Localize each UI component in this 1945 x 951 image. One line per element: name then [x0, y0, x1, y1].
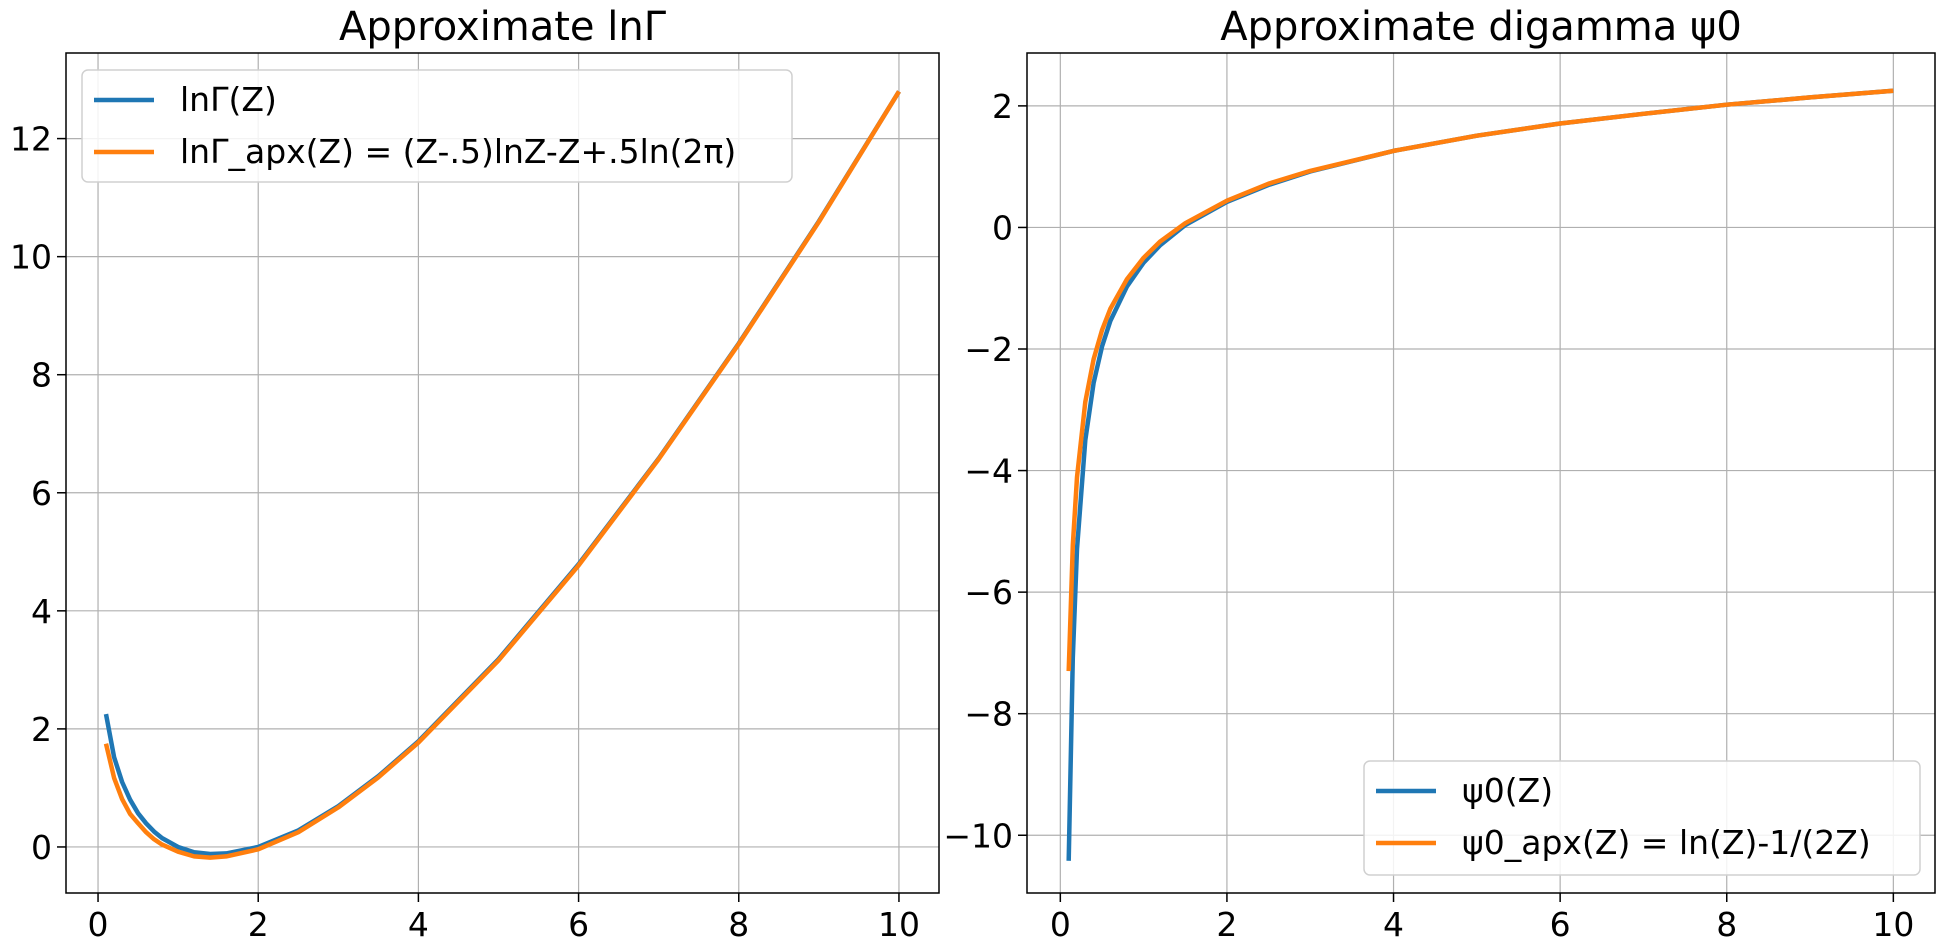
- y-tick-label: 8: [31, 356, 52, 395]
- series-line-2: [1066, 88, 1894, 672]
- x-tick-label: 0: [1050, 905, 1071, 944]
- legend-box: [81, 69, 793, 183]
- y-tick-label: −10: [943, 816, 1013, 855]
- y-tick-label: 4: [31, 592, 52, 631]
- y-tick-label: 2: [31, 710, 52, 749]
- y-tick-label: −6: [964, 573, 1013, 612]
- y-tick-label: −4: [964, 452, 1013, 491]
- y-tick-label: 0: [992, 208, 1013, 247]
- series-line-2: [103, 90, 901, 860]
- x-tick-label: 2: [1216, 905, 1237, 944]
- x-tick-label: 8: [728, 905, 749, 944]
- x-tick-label: 6: [568, 905, 589, 944]
- y-tick-label: −2: [964, 330, 1013, 369]
- legend-box: [1363, 760, 1921, 876]
- y-tick-label: 10: [10, 238, 52, 277]
- axes-frame: [65, 52, 940, 894]
- x-tick-label: 0: [88, 905, 109, 944]
- x-tick-label: 10: [878, 905, 920, 944]
- x-tick-label: 4: [1383, 905, 1404, 944]
- chart-title: Approximate lnΓ: [339, 4, 667, 50]
- x-tick-label: 8: [1716, 905, 1737, 944]
- axes-frame: [1026, 52, 1936, 894]
- chart-title: Approximate digamma ψ0: [1220, 4, 1742, 50]
- y-tick-label: 0: [31, 828, 52, 867]
- x-tick-label: 10: [1872, 905, 1914, 944]
- series-line-1: [103, 90, 901, 857]
- x-tick-label: 4: [408, 905, 429, 944]
- legend-label-2: ψ0_apx(Z) = ln(Z)-1/(2Z): [1462, 823, 1871, 862]
- y-tick-label: 12: [10, 120, 52, 159]
- y-tick-label: 6: [31, 474, 52, 513]
- series-line-1: [1066, 88, 1894, 861]
- chart-digamma: 0 2 4 6 8 10 −10 −8 −6 −4 −2 0 2 Approximate digamma …: [943, 4, 1936, 944]
- legend: lnΓ(Z) lnΓ_apx(Z) = (Z-.5)lnZ-Z+.5ln(2π): [81, 69, 793, 183]
- x-tick-label: 2: [248, 905, 269, 944]
- legend-label-1: lnΓ(Z): [180, 80, 277, 119]
- legend-label-1: ψ0(Z): [1462, 771, 1553, 810]
- legend-label-2: lnΓ_apx(Z) = (Z-.5)lnZ-Z+.5ln(2π): [180, 132, 736, 171]
- y-tick-label: 2: [992, 87, 1013, 126]
- y-tick-label: −8: [964, 695, 1013, 734]
- legend: ψ0(Z) ψ0_apx(Z) = ln(Z)-1/(2Z): [1363, 760, 1921, 876]
- x-tick-label: 6: [1550, 905, 1571, 944]
